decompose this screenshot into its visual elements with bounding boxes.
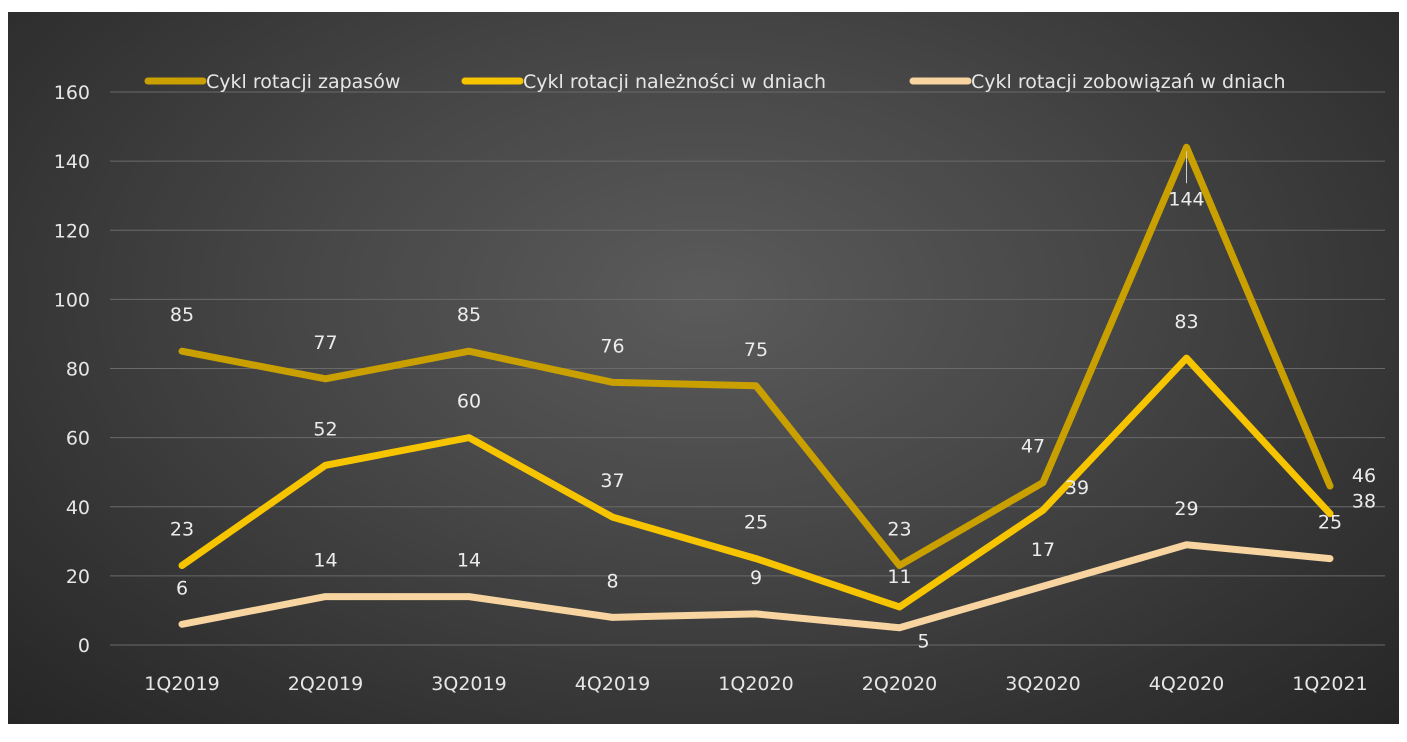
y-tick-label: 40 bbox=[66, 497, 90, 519]
data-label-series-1: 75 bbox=[744, 339, 768, 361]
y-tick-label: 100 bbox=[54, 289, 90, 311]
y-tick-label: 120 bbox=[54, 220, 90, 242]
data-label-series-1: 85 bbox=[170, 304, 194, 326]
x-tick-label: 1Q2021 bbox=[1292, 673, 1367, 695]
data-label-series-1: 46 bbox=[1352, 465, 1376, 487]
y-tick-label: 80 bbox=[66, 359, 90, 381]
y-tick-label: 60 bbox=[66, 428, 90, 450]
data-label-series-3: 14 bbox=[313, 550, 337, 572]
data-label-series-3: 6 bbox=[176, 577, 188, 599]
data-label-series-2: 23 bbox=[170, 519, 194, 541]
data-label-series-1: 76 bbox=[600, 335, 624, 357]
data-label-series-1: 85 bbox=[457, 304, 481, 326]
data-label-series-2: 37 bbox=[600, 470, 624, 492]
data-label-series-2: 52 bbox=[313, 418, 337, 440]
x-tick-label: 3Q2020 bbox=[1005, 673, 1080, 695]
x-tick-label: 3Q2019 bbox=[431, 673, 506, 695]
data-label-series-2: 60 bbox=[457, 391, 481, 413]
data-label-series-1: 47 bbox=[1021, 436, 1045, 458]
data-label-series-3: 8 bbox=[606, 570, 618, 592]
series-line-1 bbox=[178, 143, 1334, 570]
legend-label-2: Cykl rotacji należności w dniach bbox=[523, 71, 826, 93]
x-tick-label: 2Q2020 bbox=[862, 673, 937, 695]
data-label-series-2: 83 bbox=[1174, 311, 1198, 333]
y-tick-label: 160 bbox=[54, 82, 90, 104]
x-tick-label: 4Q2019 bbox=[575, 673, 650, 695]
data-label-series-3: 5 bbox=[917, 631, 929, 653]
data-label-series-3: 14 bbox=[457, 550, 481, 572]
x-tick-label: 2Q2019 bbox=[288, 673, 363, 695]
data-label-series-3: 25 bbox=[1318, 512, 1342, 534]
y-tick-label: 20 bbox=[66, 566, 90, 588]
data-label-series-2: 11 bbox=[887, 566, 911, 588]
x-tick-label: 4Q2020 bbox=[1149, 673, 1224, 695]
y-tick-label: 0 bbox=[78, 635, 90, 657]
legend-label-3: Cykl rotacji zobowiązań w dniach bbox=[971, 71, 1286, 93]
data-label-series-1: 77 bbox=[313, 332, 337, 354]
data-label-series-2: 39 bbox=[1065, 477, 1089, 499]
data-label-series-2: 38 bbox=[1352, 491, 1376, 513]
data-label-series-1: 23 bbox=[887, 519, 911, 541]
x-tick-label: 1Q2019 bbox=[144, 673, 219, 695]
data-label-series-3: 29 bbox=[1174, 498, 1198, 520]
y-tick-label: 140 bbox=[54, 151, 90, 173]
data-label-series-3: 9 bbox=[750, 567, 762, 589]
series-line-2 bbox=[178, 354, 1334, 611]
data-label-series-3: 17 bbox=[1031, 539, 1055, 561]
data-label-series-2: 25 bbox=[744, 512, 768, 534]
data-label-series-1: 144 bbox=[1168, 188, 1204, 210]
legend-label-1: Cykl rotacji zapasów bbox=[206, 71, 400, 93]
x-tick-label: 1Q2020 bbox=[718, 673, 793, 695]
series-line-3 bbox=[178, 541, 1334, 632]
